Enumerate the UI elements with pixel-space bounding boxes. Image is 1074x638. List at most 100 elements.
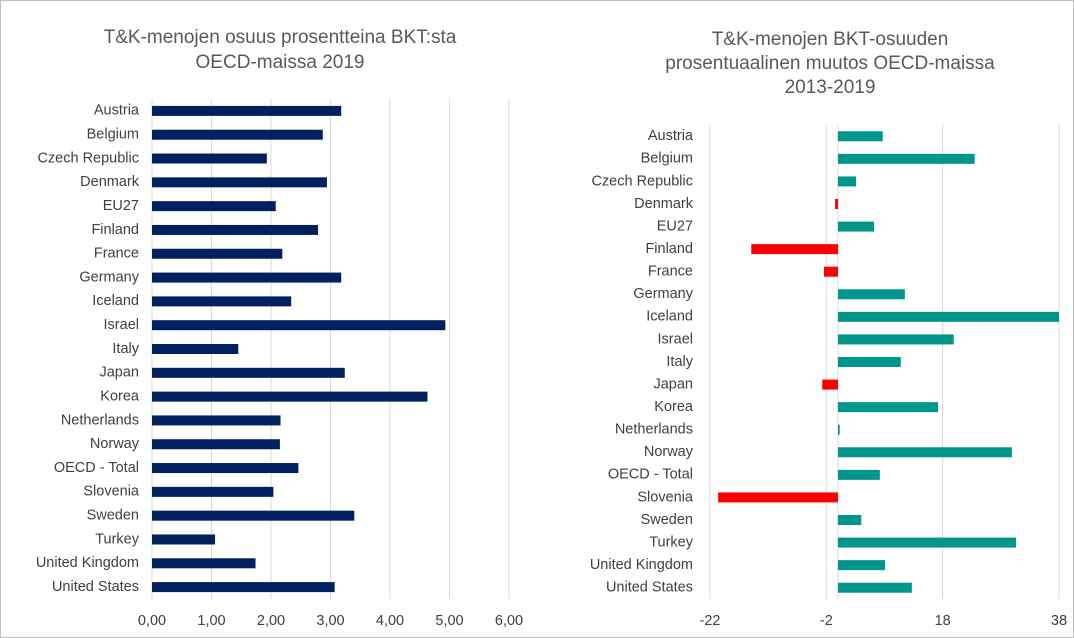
- x-tick-label: 2,00: [257, 613, 285, 629]
- bar: [152, 486, 274, 497]
- y-tick-label: Finland: [91, 222, 139, 238]
- y-tick-label: Israel: [658, 331, 693, 347]
- y-tick-label: Netherlands: [615, 422, 693, 438]
- y-tick-label: Norway: [644, 444, 694, 460]
- bar: [152, 534, 216, 545]
- chart-title: 2013-2019: [785, 77, 876, 98]
- bar: [837, 289, 905, 300]
- bar: [152, 105, 342, 116]
- y-tick-label: Iceland: [92, 293, 139, 309]
- bar: [152, 177, 327, 188]
- bar: [824, 266, 838, 277]
- y-tick-label: Belgium: [641, 151, 693, 167]
- y-tick-label: France: [648, 264, 693, 280]
- x-tick-label: 3,00: [316, 613, 344, 629]
- bar: [152, 558, 256, 569]
- bar: [837, 424, 840, 435]
- y-tick-label: Belgium: [87, 127, 139, 143]
- y-tick-label: Germany: [633, 286, 693, 302]
- y-tick-label: Japan: [653, 376, 693, 392]
- bar: [152, 415, 281, 426]
- y-tick-label: Israel: [104, 317, 139, 333]
- y-tick-label: EU27: [657, 218, 693, 234]
- bar: [152, 439, 280, 450]
- bar: [837, 447, 1012, 458]
- bar: [837, 402, 939, 413]
- bar: [152, 320, 446, 331]
- y-tick-label: United States: [52, 579, 139, 595]
- y-tick-label: Denmark: [80, 174, 140, 190]
- bar: [152, 224, 319, 235]
- bar: [835, 199, 838, 209]
- x-tick-label: 4,00: [376, 613, 404, 629]
- bar: [837, 311, 1059, 322]
- y-tick-label: Germany: [79, 269, 139, 285]
- x-tick-label: 38: [1051, 613, 1067, 629]
- x-tick-label: -22: [700, 613, 721, 629]
- y-tick-label: Turkey: [649, 534, 694, 550]
- y-tick-label: Czech Republic: [37, 150, 139, 166]
- y-tick-label: Sweden: [641, 512, 693, 528]
- y-tick-label: Norway: [90, 436, 140, 452]
- bar: [837, 582, 912, 593]
- y-tick-label: France: [94, 246, 139, 262]
- y-tick-label: Austria: [648, 128, 694, 144]
- x-tick-label: 18: [935, 613, 951, 629]
- bar: [837, 176, 856, 187]
- bar: [152, 153, 267, 164]
- x-tick-label: 0,00: [138, 613, 166, 629]
- chart-title: T&K-menojen BKT-osuuden: [712, 29, 949, 50]
- bar: [837, 334, 954, 345]
- y-tick-label: Italy: [112, 341, 139, 357]
- bar: [152, 510, 355, 521]
- bar: [837, 537, 1016, 548]
- bar: [152, 582, 335, 593]
- bar: [837, 131, 883, 142]
- bar: [718, 492, 838, 503]
- bar: [837, 357, 901, 367]
- y-tick-label: Czech Republic: [591, 173, 693, 189]
- x-tick-label: 1,00: [197, 613, 225, 629]
- bar: [152, 296, 292, 307]
- y-tick-label: Austria: [94, 103, 140, 119]
- bar: [152, 344, 239, 354]
- y-tick-label: United Kingdom: [36, 555, 139, 571]
- bar: [837, 515, 862, 525]
- x-tick-label: -2: [820, 613, 833, 629]
- y-tick-label: United Kingdom: [590, 557, 693, 573]
- bar: [152, 201, 276, 212]
- bar: [837, 469, 880, 480]
- y-tick-label: United States: [606, 580, 693, 596]
- chart-title: T&K-menojen osuus prosentteina BKT:sta: [104, 27, 457, 48]
- y-tick-label: Finland: [645, 241, 693, 257]
- bar: [837, 153, 975, 164]
- bar: [152, 248, 283, 259]
- y-tick-label: Sweden: [87, 507, 139, 523]
- bar: [822, 379, 838, 390]
- y-tick-label: Korea: [100, 388, 140, 404]
- y-tick-label: OECD - Total: [54, 460, 139, 476]
- y-tick-label: Iceland: [646, 309, 693, 325]
- y-tick-label: Slovenia: [83, 484, 140, 500]
- x-tick-label: 6,00: [495, 613, 523, 629]
- y-tick-label: Slovenia: [637, 489, 694, 505]
- y-tick-label: OECD - Total: [608, 467, 693, 483]
- y-tick-label: EU27: [103, 198, 139, 214]
- y-tick-label: Italy: [666, 354, 693, 370]
- y-tick-label: Denmark: [634, 196, 694, 212]
- x-tick-label: 5,00: [435, 613, 463, 629]
- bar: [152, 463, 299, 474]
- bar: [751, 244, 838, 255]
- chart-title: OECD-maissa 2019: [196, 52, 365, 73]
- bar: [837, 560, 886, 571]
- bar: [152, 367, 345, 378]
- y-tick-label: Japan: [99, 365, 139, 381]
- y-tick-label: Korea: [654, 399, 694, 415]
- bar: [152, 391, 428, 402]
- bar: [152, 129, 323, 140]
- y-tick-label: Netherlands: [61, 412, 139, 428]
- bar: [152, 272, 342, 283]
- chart-title: prosentuaalinen muutos OECD-maissa: [665, 53, 995, 74]
- y-tick-label: Turkey: [95, 531, 140, 547]
